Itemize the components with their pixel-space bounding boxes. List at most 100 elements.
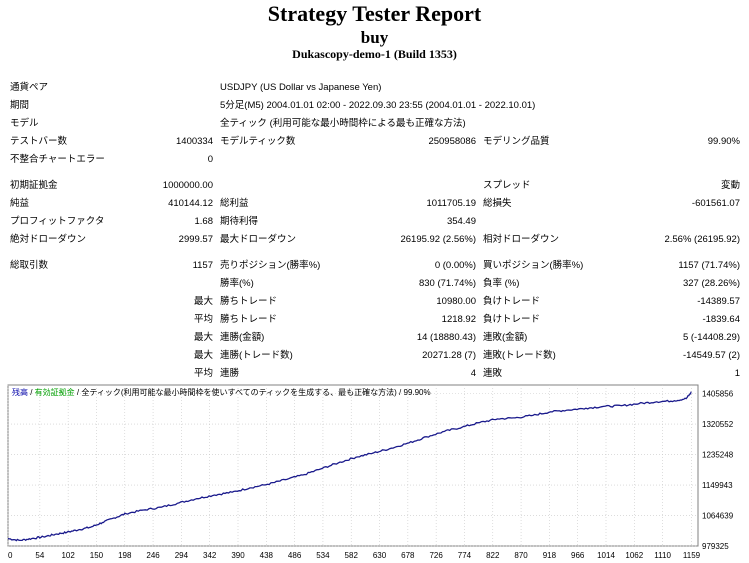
report-cell: 2999.57 <box>178 234 213 245</box>
report-cell: 99.90% <box>707 136 740 147</box>
report-cell: 5 (-14408.29) <box>682 332 740 343</box>
x-tick-label: 1062 <box>625 551 643 560</box>
report-cell: 最大 <box>193 296 213 307</box>
report-cell: 1157 <box>192 260 213 271</box>
x-tick-label: 198 <box>118 551 132 560</box>
report-cell: モデルティック数 <box>220 136 296 147</box>
report-cell: 連敗 <box>483 368 503 379</box>
report-cell: テストバー数 <box>10 136 68 147</box>
y-tick-label: 979325 <box>702 542 729 551</box>
y-tick-label: 1064639 <box>702 512 734 521</box>
report-cell: 期待利得 <box>220 216 259 227</box>
report-cell: 勝率(%) <box>220 278 254 289</box>
x-tick-label: 246 <box>146 551 160 560</box>
report-cell: 最大 <box>193 350 213 361</box>
chart-legend: 残高 / 有効証拠金 / 全ティック(利用可能な最小時間枠を使いすべてのティック… <box>12 388 431 398</box>
x-tick-label: 726 <box>429 551 443 560</box>
report-cell: -14389.57 <box>697 296 740 307</box>
y-tick-label: 1320552 <box>702 420 734 429</box>
report-cell: 最大ドローダウン <box>220 234 297 245</box>
report-cell: 初期証拠金 <box>10 180 58 191</box>
report-cell: 負けトレード <box>483 314 541 325</box>
x-tick-label: 870 <box>514 551 528 560</box>
report-cell: 連勝(トレード数) <box>220 350 293 361</box>
x-tick-label: 342 <box>203 551 217 560</box>
y-tick-label: 1405856 <box>702 390 734 399</box>
report-cell: 10980.00 <box>436 296 476 307</box>
report-cell: 期間 <box>10 100 30 111</box>
report-cell: 総取引数 <box>10 260 49 271</box>
report-subtitle: buy <box>360 28 389 47</box>
report-cell: 平均 <box>193 314 213 325</box>
report-cell: 26195.92 (2.56%) <box>400 234 476 245</box>
report-cell: 14 (18880.43) <box>416 332 476 343</box>
x-tick-label: 582 <box>345 551 359 560</box>
report-cell: 1400334 <box>176 136 213 147</box>
report-cell: 負率 (%) <box>483 278 520 289</box>
report-cell: 買いポジション(勝率%) <box>483 260 584 271</box>
report-cell: 5分足(M5) 2004.01.01 02:00 - 2022.09.30 23… <box>220 100 536 111</box>
x-tick-label: 822 <box>486 551 500 560</box>
report-cell: 0 (0.00%) <box>434 260 476 271</box>
legend-separator: / <box>28 388 35 397</box>
report-cell: 不整合チャートエラー <box>10 154 105 165</box>
report-cell: 0 <box>207 154 213 165</box>
report-cell: 410144.12 <box>168 198 213 209</box>
report-cell: -14549.57 (2) <box>682 350 740 361</box>
report-cell: モデリング品質 <box>483 136 550 147</box>
legend-balance: 残高 <box>12 388 28 397</box>
report-cell: 連敗(トレード数) <box>483 350 556 361</box>
x-tick-label: 438 <box>260 551 274 560</box>
report-cell: 変動 <box>720 180 740 191</box>
report-cell: 20271.28 (7) <box>422 350 476 361</box>
report-cell: 全ティック (利用可能な最小時間枠による最も正確な方法) <box>220 118 466 129</box>
report-cell: 830 (71.74%) <box>418 278 476 289</box>
report-cell: 連敗(金額) <box>483 332 528 343</box>
y-tick-label: 1149943 <box>702 481 733 490</box>
x-tick-label: 534 <box>316 551 330 560</box>
report-cell: 2.56% (26195.92) <box>664 234 740 245</box>
report-cell: モデル <box>10 118 39 129</box>
report-cell: 平均 <box>193 368 213 379</box>
x-tick-label: 966 <box>571 551 585 560</box>
report-cell: 連勝(金額) <box>220 332 265 343</box>
report-cell: 勝ちトレード <box>220 296 278 307</box>
x-tick-label: 630 <box>373 551 387 560</box>
server-name: Dukascopy-demo-1 (Build 1353) <box>292 47 457 61</box>
y-tick-label: 1235248 <box>702 451 734 460</box>
report-cell: プロフィットファクタ <box>10 216 105 227</box>
report-cell: スプレッド <box>483 180 531 191</box>
report-cell: 327 (28.26%) <box>682 278 740 289</box>
report-cell: 連勝 <box>220 368 240 379</box>
legend-model-info: / 全ティック(利用可能な最小時間枠を使いすべてのティックを生成する、最も正確な… <box>74 388 431 397</box>
x-tick-label: 150 <box>90 551 104 560</box>
report-cell: 1011705.19 <box>426 198 477 209</box>
report-cell: 純益 <box>10 198 30 209</box>
report-cell: 250958086 <box>428 136 476 147</box>
report-cell: 総損失 <box>483 198 512 209</box>
x-tick-label: 1110 <box>654 551 671 560</box>
chart-frame <box>7 384 699 547</box>
report-cell: 1000000.00 <box>162 180 213 191</box>
balance-chart: 0 54 102 150 198 246 294 342 390 438 486 534 582 630 6… <box>7 384 734 560</box>
report-cell: 勝ちトレード <box>220 314 278 325</box>
report-cell: 1.68 <box>194 216 214 227</box>
x-tick-label: 1014 <box>597 551 615 560</box>
x-tick-label: 0 <box>8 551 13 560</box>
report-cell: 1218.92 <box>441 314 476 325</box>
report-cell: 絶対ドローダウン <box>10 234 87 245</box>
x-tick-label: 102 <box>61 551 75 560</box>
balance-line <box>7 391 692 542</box>
report-cell: 354.49 <box>446 216 476 227</box>
report-cell: 相対ドローダウン <box>483 234 560 245</box>
report-cell: USDJPY (US Dollar vs Japanese Yen) <box>220 82 382 93</box>
report-cell: -1839.64 <box>702 314 740 325</box>
report-cell: 総利益 <box>220 198 249 209</box>
report-cell: 1157 (71.74%) <box>678 260 740 271</box>
x-tick-label: 918 <box>543 551 557 560</box>
report-cell: 売りポジション(勝率%) <box>220 260 321 271</box>
legend-equity: 有効証拠金 <box>34 388 75 397</box>
report-cell: 4 <box>470 368 476 379</box>
report-cell: 負けトレード <box>483 296 541 307</box>
x-tick-label: 294 <box>175 551 189 560</box>
